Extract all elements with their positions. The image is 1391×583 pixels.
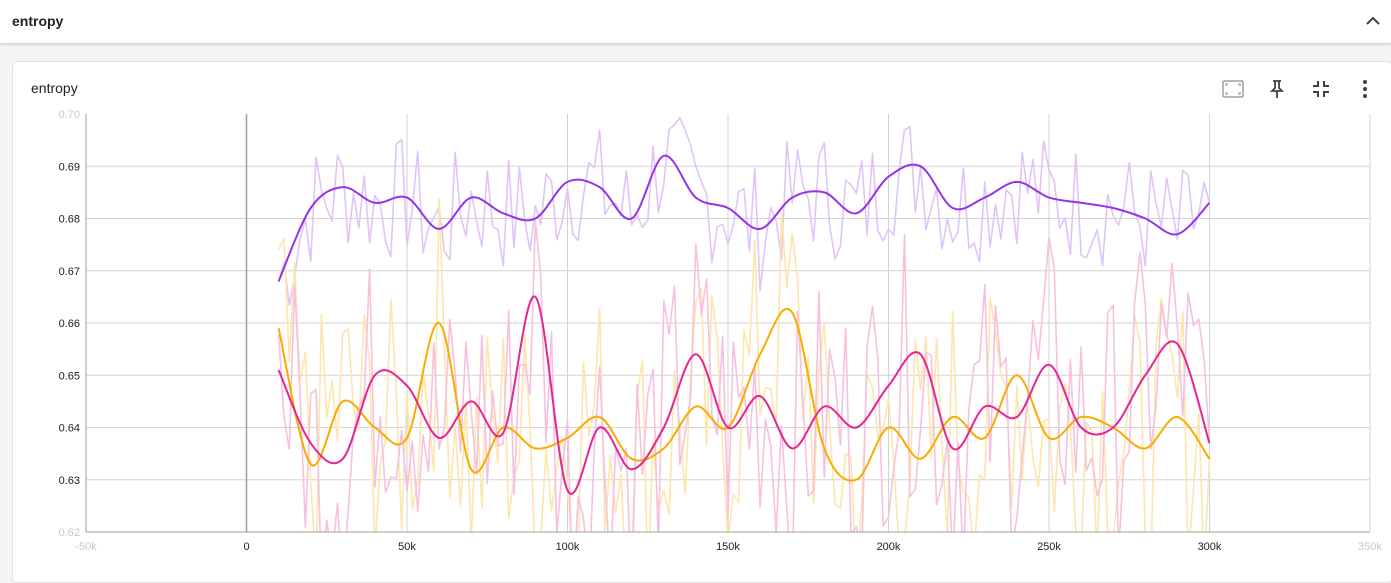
x-tick-label: 250k xyxy=(1037,541,1061,553)
y-tick-label: 0.64 xyxy=(59,423,80,435)
series-line-orange xyxy=(277,308,1211,482)
y-tick-label: 0.68 xyxy=(59,214,80,226)
x-tick-label: 50k xyxy=(398,541,416,553)
card-title: entropy xyxy=(31,80,78,96)
line-chart[interactable]: 0.62 0.63 0.64 0.65 0.66 0.67 0.68 0.69 0.70 -50k… xyxy=(13,62,1391,562)
y-tick-label: 0.65 xyxy=(59,370,80,382)
y-tick-label: 0.63 xyxy=(59,475,80,487)
y-tick-label: 0.70 xyxy=(59,109,80,121)
x-tick-label: 350k xyxy=(1358,541,1382,553)
x-tick-label: 100k xyxy=(556,541,580,553)
x-tick-label: 200k xyxy=(877,541,901,553)
section-header: entropy xyxy=(0,0,1391,44)
pin-icon[interactable] xyxy=(1265,77,1289,101)
raw-series-line-pink xyxy=(277,220,1211,532)
more-vert-icon[interactable] xyxy=(1353,77,1377,101)
raw-series-line-purple xyxy=(277,117,1211,306)
y-tick-label: 0.67 xyxy=(59,266,80,278)
card-toolbar xyxy=(1221,76,1377,102)
fit-domain-icon[interactable] xyxy=(1221,77,1245,101)
y-tick-label: 0.62 xyxy=(59,527,80,539)
x-tick-label: 0 xyxy=(243,541,249,553)
series-line-purple xyxy=(277,154,1211,282)
chevron-up-icon[interactable] xyxy=(1361,9,1385,33)
x-tick-label: -50k xyxy=(75,541,97,553)
axis-layer xyxy=(85,114,1371,533)
tick-label-layer: 0.62 0.63 0.64 0.65 0.66 0.67 0.68 0.69 0.70 -50k… xyxy=(59,109,1383,553)
series-line-pink xyxy=(277,295,1211,495)
collapse-card-icon[interactable] xyxy=(1309,77,1333,101)
raw-series-layer xyxy=(277,117,1211,532)
y-tick-label: 0.69 xyxy=(59,161,80,173)
raw-series-line-orange xyxy=(277,197,1211,532)
x-tick-label: 150k xyxy=(716,541,740,553)
series-layer xyxy=(277,154,1211,495)
chart-card: entropy 0.62 0.63 0.64 0.65 0.66 0.67 0.68 0.69… xyxy=(12,61,1391,583)
x-tick-label: 300k xyxy=(1198,541,1222,553)
y-tick-label: 0.66 xyxy=(59,318,80,330)
section-title: entropy xyxy=(12,13,64,29)
